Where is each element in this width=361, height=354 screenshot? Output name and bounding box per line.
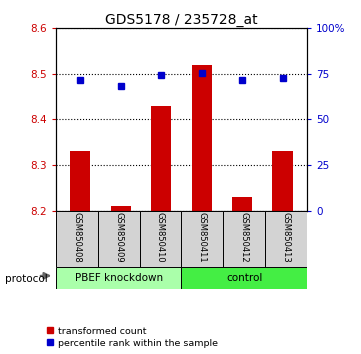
Bar [56,211,98,267]
Text: GSM850409: GSM850409 [114,212,123,263]
Legend: transformed count, percentile rank within the sample: transformed count, percentile rank withi… [46,327,218,348]
Bar [265,211,307,267]
Bar [223,211,265,267]
Text: GSM850411: GSM850411 [198,212,207,263]
Bar [232,197,252,211]
Bar [98,211,140,267]
Text: GSM850408: GSM850408 [72,212,81,263]
Bar [56,267,181,289]
Bar [140,211,181,267]
Text: GSM850413: GSM850413 [282,212,291,263]
Text: protocol: protocol [5,274,48,284]
Text: control: control [226,273,262,283]
Bar [273,152,293,211]
Bar [181,211,223,267]
Bar [110,206,131,211]
Title: GDS5178 / 235728_at: GDS5178 / 235728_at [105,13,258,27]
Bar [192,65,212,211]
Bar [151,106,171,211]
Bar [70,152,90,211]
Bar [181,267,307,289]
Text: GSM850412: GSM850412 [240,212,249,263]
Text: GSM850410: GSM850410 [156,212,165,263]
Text: PBEF knockdown: PBEF knockdown [75,273,163,283]
